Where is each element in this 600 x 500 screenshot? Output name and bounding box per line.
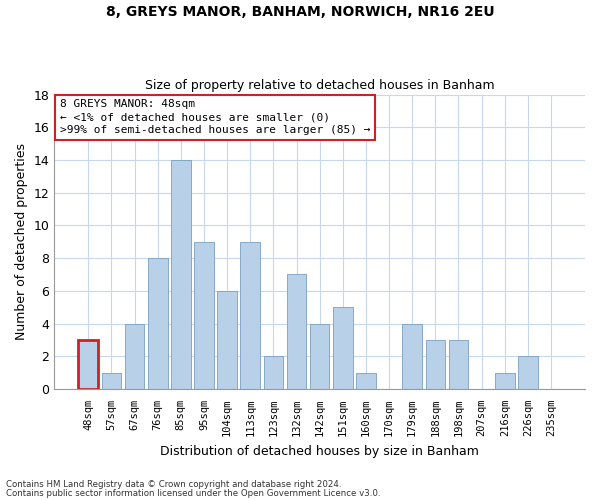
Bar bbox=[171, 160, 191, 389]
Bar bbox=[518, 356, 538, 389]
Title: Size of property relative to detached houses in Banham: Size of property relative to detached ho… bbox=[145, 79, 494, 92]
Bar bbox=[263, 356, 283, 389]
Bar bbox=[449, 340, 469, 389]
Bar bbox=[241, 242, 260, 389]
Bar bbox=[310, 324, 329, 389]
Bar bbox=[287, 274, 307, 389]
Text: Contains HM Land Registry data © Crown copyright and database right 2024.: Contains HM Land Registry data © Crown c… bbox=[6, 480, 341, 489]
Bar bbox=[403, 324, 422, 389]
X-axis label: Distribution of detached houses by size in Banham: Distribution of detached houses by size … bbox=[160, 444, 479, 458]
Text: Contains public sector information licensed under the Open Government Licence v3: Contains public sector information licen… bbox=[6, 488, 380, 498]
Bar bbox=[79, 340, 98, 389]
Bar bbox=[425, 340, 445, 389]
Bar bbox=[101, 372, 121, 389]
Text: 8, GREYS MANOR, BANHAM, NORWICH, NR16 2EU: 8, GREYS MANOR, BANHAM, NORWICH, NR16 2E… bbox=[106, 5, 494, 19]
Bar bbox=[495, 372, 515, 389]
Bar bbox=[217, 291, 237, 389]
Bar bbox=[125, 324, 145, 389]
Bar bbox=[333, 307, 353, 389]
Bar bbox=[148, 258, 167, 389]
Text: 8 GREYS MANOR: 48sqm
← <1% of detached houses are smaller (0)
>99% of semi-detac: 8 GREYS MANOR: 48sqm ← <1% of detached h… bbox=[59, 99, 370, 136]
Bar bbox=[194, 242, 214, 389]
Y-axis label: Number of detached properties: Number of detached properties bbox=[15, 143, 28, 340]
Bar bbox=[356, 372, 376, 389]
